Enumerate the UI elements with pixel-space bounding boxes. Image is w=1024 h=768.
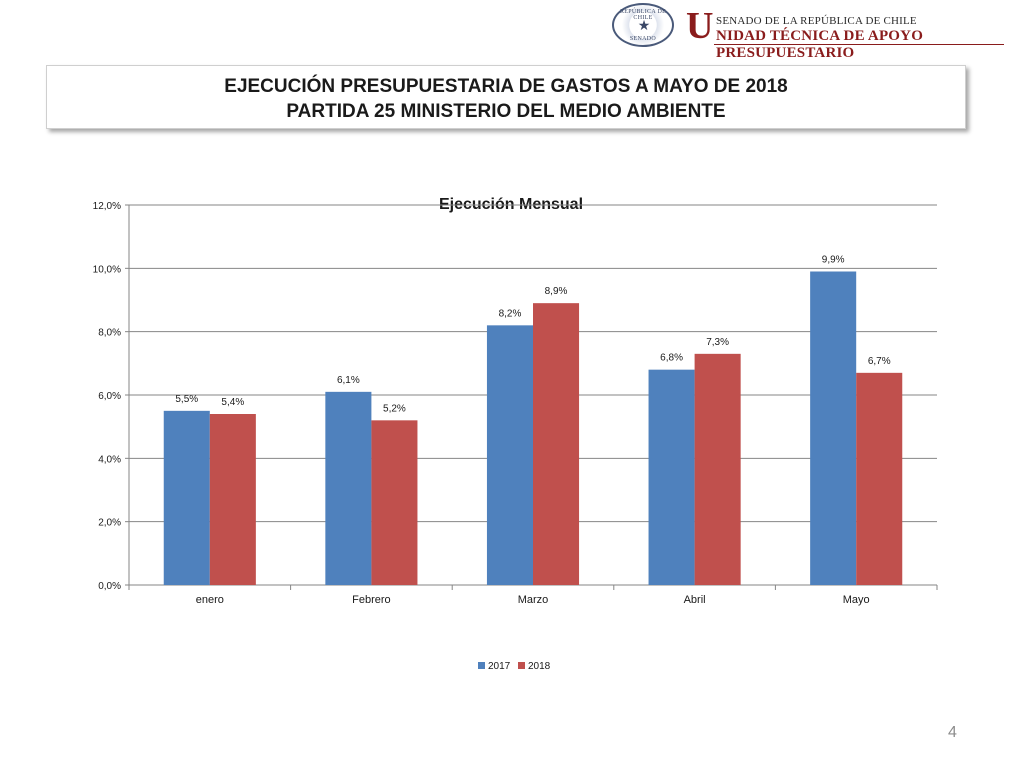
x-tick-label: Febrero [352, 594, 391, 606]
seal-text-bottom: SENADO [629, 36, 657, 42]
y-tick-label: 6,0% [98, 391, 121, 402]
legend-swatch-2017 [478, 662, 485, 669]
data-label: 6,7% [868, 356, 891, 367]
legend: 2017 2018 [478, 661, 551, 672]
legend-swatch-2018 [518, 662, 525, 669]
y-tick-label: 12,0% [93, 201, 121, 212]
data-label: 9,9% [822, 255, 845, 266]
brand-divider [714, 44, 1004, 45]
data-labels: 5,5% 6,1% 8,2% 6,8% 9,9% 5,4% 5,2% 8,9% 7,3% 6,7% [175, 255, 890, 415]
brand-name: NIDAD TÉCNICA DE APOYO PRESUPUESTARIO [716, 28, 924, 61]
y-tick-label: 10,0% [93, 264, 121, 275]
data-label: 8,9% [545, 286, 568, 297]
slide-title-line-1: EJECUCIÓN PRESUPUESTARIA DE GASTOS A MAY… [224, 76, 788, 97]
y-tick-label: 0,0% [98, 581, 121, 592]
bar-2017-febrero [325, 391, 372, 585]
y-tick-label: 4,0% [98, 454, 121, 465]
data-label: 5,2% [383, 403, 406, 414]
data-label: 8,2% [499, 308, 522, 319]
bar-2018-febrero [371, 420, 418, 585]
page-number: 4 [948, 724, 957, 741]
brand-initial: U [686, 5, 714, 47]
legend-label: 2017 [488, 661, 511, 672]
data-label: 6,1% [337, 375, 360, 386]
slide-title-box: EJECUCIÓN PRESUPUESTARIA DE GASTOS A MAY… [46, 65, 966, 129]
data-label: 6,8% [660, 353, 683, 364]
senado-seal-logo: REPÚBLICA DE CHILE ★ SENADO [612, 3, 674, 47]
x-tick-label: Abril [684, 594, 706, 606]
y-tick-label: 8,0% [98, 328, 121, 339]
header: REPÚBLICA DE CHILE ★ SENADO U SENADO DE … [0, 0, 1024, 61]
data-label: 5,5% [175, 394, 198, 405]
data-label: 5,4% [221, 397, 244, 408]
bar-2018-marzo [533, 303, 580, 585]
axes: 0,0% 2,0% 4,0% 6,0% 8,0% 10,0% 12,0% enero Febre… [93, 201, 938, 606]
x-tick-label: enero [196, 594, 224, 606]
bar-2017-enero [163, 410, 210, 585]
x-tick-label: Mayo [843, 594, 870, 606]
bars [163, 271, 903, 585]
y-tick-label: 2,0% [98, 518, 121, 529]
bar-2018-mayo [856, 372, 903, 585]
x-tick-label: Marzo [518, 594, 549, 606]
brand-subtitle: SENADO DE LA REPÚBLICA DE CHILE [716, 15, 917, 27]
bar-2017-mayo [810, 271, 857, 585]
bar-2017-marzo [486, 325, 533, 585]
bar-2018-enero [209, 414, 256, 585]
bar-2018-abril [694, 353, 741, 585]
bar-2017-abril [648, 369, 695, 585]
slide-title-line-2: PARTIDA 25 MINISTERIO DEL MEDIO AMBIENTE [286, 101, 726, 122]
legend-label: 2018 [528, 661, 551, 672]
star-icon: ★ [637, 17, 651, 33]
seal-text-top: REPÚBLICA DE CHILE [619, 9, 667, 21]
data-label: 7,3% [706, 337, 729, 348]
